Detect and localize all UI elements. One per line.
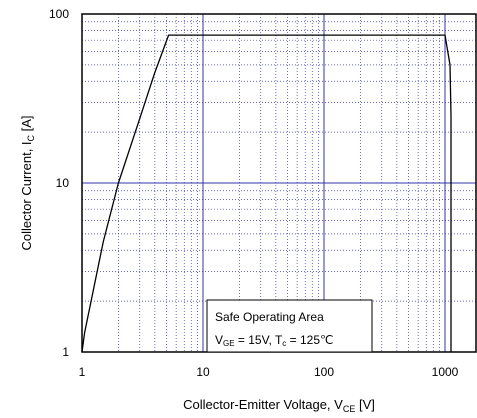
annotation-title: Safe Operating Area <box>215 310 324 324</box>
x-axis-title: Collector-Emitter Voltage, VCE [V] <box>183 397 375 414</box>
soa-boundary-line <box>81 34 452 353</box>
y-tick-label: 1 <box>62 345 69 359</box>
y-tick-label: 10 <box>56 176 70 190</box>
x-tick-label: 100 <box>314 365 334 379</box>
x-tick-label: 1000 <box>432 365 459 379</box>
y-axis-title: Collector Current, IC [A] <box>19 115 36 250</box>
grid-major <box>82 14 476 352</box>
annotation-box: Safe Operating Area VGE = 15V, Tc = 125℃ <box>206 299 373 353</box>
series-layer <box>81 34 452 353</box>
y-tick-labels: 1 10 100 <box>49 7 69 359</box>
x-tick-labels: 1 10 100 1000 <box>79 365 459 379</box>
annotation-conditions: VGE = 15V, Tc = 125℃ <box>215 333 333 348</box>
x-tick-label: 1 <box>79 365 86 379</box>
y-tick-label: 100 <box>49 7 69 21</box>
x-tick-label: 10 <box>196 365 210 379</box>
